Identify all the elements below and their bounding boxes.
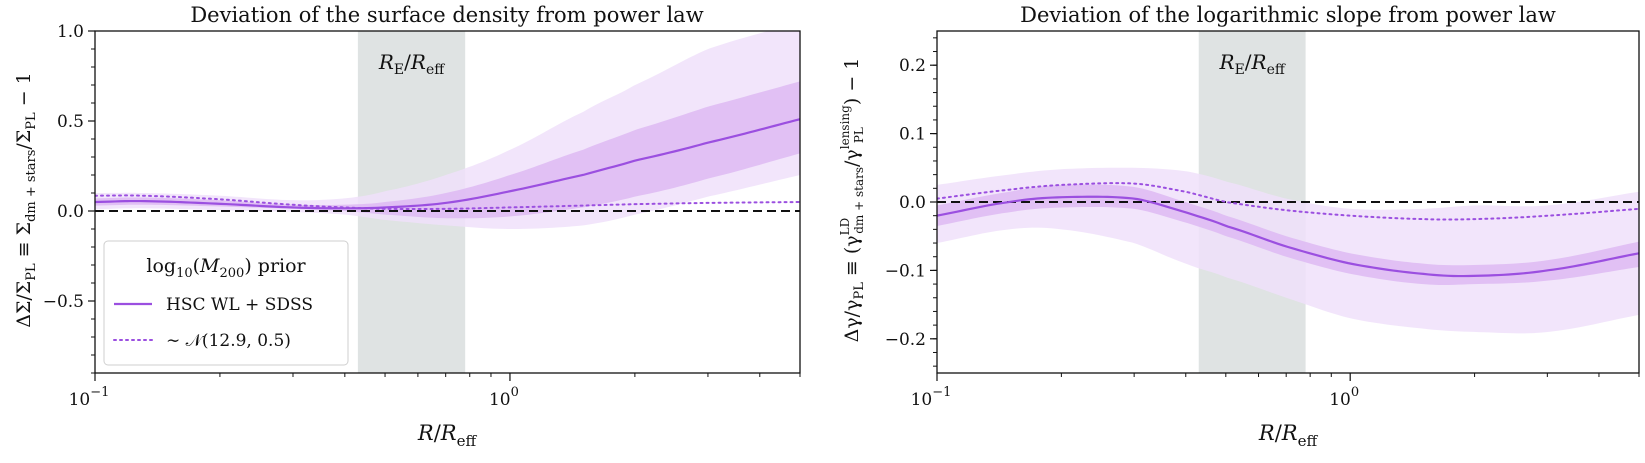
band-68-hsc — [95, 81, 800, 219]
legend-box — [103, 240, 349, 366]
y-tick-label: −0.5 — [43, 292, 84, 312]
x-axis-label: R/Reff — [1258, 421, 1319, 450]
y-tick-label: 0.5 — [57, 112, 84, 132]
panel-logarithmic-slope: Deviation of the logarithmic slope from … — [838, 3, 1640, 450]
series-line-normal-prior — [937, 182, 1639, 221]
legend-label-normal-prior: ∼ 𝒩(12.9, 0.5) — [166, 331, 291, 351]
y-tick-label: −0.1 — [885, 261, 926, 281]
y-tick-label: 0.1 — [899, 125, 926, 145]
legend: log10(M200) prior HSC WL + SDSS ∼ 𝒩(12.9… — [103, 240, 349, 366]
x-tick-label: 100 — [1329, 385, 1359, 410]
einstein-radius-label: RE/Reff — [378, 50, 445, 78]
y-axis-label: ΔΣ/ΣPL ≡ Σdm + stars/ΣPL − 1 — [13, 72, 39, 328]
y-tick-label: 1.0 — [57, 22, 84, 42]
x-tick-label: 100 — [489, 385, 519, 410]
chart-title: Deviation of the surface density from po… — [190, 3, 703, 27]
y-tick-label: 0.0 — [57, 202, 84, 222]
y-axis-label: Δγ/γPL ≡ (γLDdm + stars/γlensingPL) − 1 — [838, 58, 867, 343]
y-tick-label: 0.0 — [899, 193, 926, 213]
axes-left: −0.5 0.0 0.5 1.0 10−1 100 — [43, 22, 801, 410]
series-line-normal-prior — [95, 194, 800, 211]
series-line-hsc — [937, 195, 1639, 278]
axes-right: −0.2 −0.1 0.0 0.1 0.2 10−1 100 — [885, 30, 1640, 410]
axes-frame — [94, 30, 801, 374]
x-axis-label: R/Reff — [417, 421, 478, 450]
panel-surface-density: Deviation of the surface density from po… — [13, 3, 801, 450]
legend-label-hsc: HSC WL + SDSS — [166, 295, 313, 315]
einstein-radius-label: RE/Reff — [1219, 50, 1286, 78]
chart-title: Deviation of the logarithmic slope from … — [1020, 3, 1556, 27]
y-tick-label: 0.2 — [899, 56, 926, 76]
band-68-hsc — [937, 184, 1639, 285]
x-tick-label: 10−1 — [69, 385, 110, 410]
x-tick-label: 10−1 — [911, 385, 952, 410]
y-tick-label: −0.2 — [885, 330, 926, 350]
series-line-hsc — [95, 118, 800, 210]
legend-title: log10(M200) prior — [146, 255, 306, 281]
